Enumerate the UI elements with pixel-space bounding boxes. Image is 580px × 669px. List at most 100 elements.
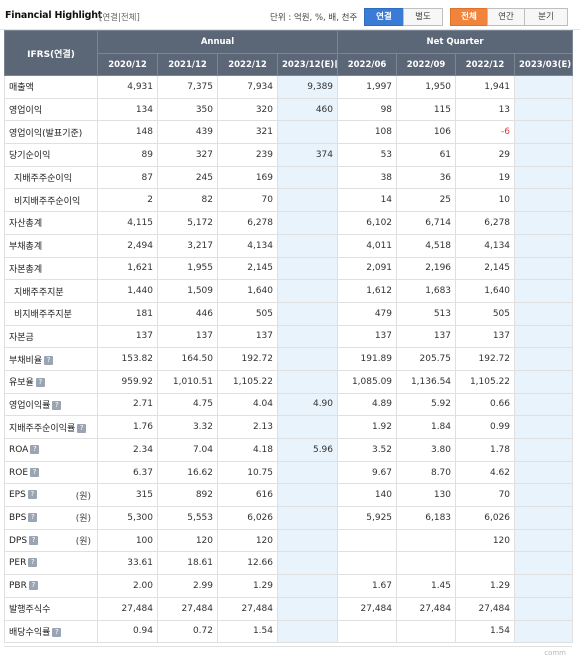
- value-cell: 192.72: [217, 347, 278, 371]
- value-cell: 130: [396, 483, 457, 508]
- row-label: PER: [9, 558, 27, 569]
- value-cell: 3.80: [396, 438, 457, 462]
- table-row: ROE? 6.37 16.62 10.75 9.67 8.70 4.62: [4, 460, 574, 485]
- value-cell: 374: [276, 143, 339, 167]
- value-cell: [276, 506, 339, 530]
- value-cell: 9,389: [276, 75, 339, 99]
- column-header: 2022/09: [396, 53, 457, 76]
- value-cell: 3.52: [337, 438, 398, 462]
- value-cell: 2.71: [97, 392, 158, 417]
- row-label-cell: 지배주주순이익: [4, 165, 98, 190]
- consolidated-button[interactable]: 연결: [364, 8, 404, 26]
- column-header-label: 2021/12: [168, 59, 207, 70]
- value-cell: 1.76: [97, 415, 158, 439]
- help-icon[interactable]: ?: [28, 512, 38, 522]
- value-cell: 1,085.09: [337, 369, 398, 394]
- value-cell: 87: [97, 165, 158, 190]
- row-label-cell: 자산총계: [4, 211, 98, 235]
- value-cell: 350: [157, 97, 218, 122]
- section-title: Financial Highlight: [5, 10, 103, 21]
- value-cell: 27,484: [337, 596, 398, 621]
- value-cell: [514, 551, 574, 576]
- value-cell: 1,509: [157, 279, 218, 303]
- column-header: 2022/12: [455, 53, 516, 76]
- table-row: 부채비율? 153.82 164.50 192.72 191.89 205.75 192.7…: [4, 347, 574, 371]
- help-icon[interactable]: ?: [35, 378, 45, 388]
- row-label-cell: 매출액: [4, 75, 98, 99]
- value-cell: 1.67: [337, 574, 398, 598]
- row-label: 자본금: [9, 332, 34, 343]
- value-cell: [514, 97, 574, 122]
- help-icon[interactable]: ?: [28, 580, 38, 590]
- table-row: 비지배주주순이익 2 82 70 14 25 10: [4, 188, 574, 213]
- value-cell: [396, 551, 457, 576]
- help-icon[interactable]: ?: [52, 400, 62, 410]
- table-row: 비지배주주지분 181 446 505 479 513 505: [4, 301, 574, 326]
- value-cell: 137: [337, 324, 398, 349]
- estimate-help-icon[interactable]: ?: [335, 59, 337, 68]
- value-cell: 4,518: [396, 233, 457, 258]
- help-icon[interactable]: ?: [28, 558, 38, 568]
- value-cell: [514, 120, 574, 145]
- help-icon[interactable]: ?: [77, 423, 87, 433]
- separate-button[interactable]: 별도: [403, 8, 443, 26]
- value-cell: [337, 551, 398, 576]
- value-cell: [514, 233, 574, 258]
- value-cell: 2,091: [337, 256, 398, 281]
- value-cell: [396, 619, 457, 644]
- value-cell: 1,640: [455, 279, 516, 303]
- value-cell: 4.04: [217, 392, 278, 417]
- help-icon[interactable]: ?: [44, 355, 54, 365]
- value-cell: 2.34: [97, 438, 158, 462]
- value-cell: 36: [396, 165, 457, 190]
- help-icon[interactable]: ?: [30, 444, 40, 454]
- annual-button[interactable]: 연간: [487, 8, 525, 26]
- value-cell: 82: [157, 188, 218, 213]
- row-label: 매출액: [9, 83, 34, 94]
- value-cell: 505: [217, 301, 278, 326]
- value-cell: 1,440: [97, 279, 158, 303]
- value-cell: [276, 483, 339, 508]
- column-header: 2022/12: [217, 53, 278, 76]
- quarter-button[interactable]: 분기: [524, 8, 568, 26]
- value-cell: 10: [455, 188, 516, 213]
- value-cell: 505: [455, 301, 516, 326]
- value-cell: 0.99: [455, 415, 516, 439]
- value-cell: 140: [337, 483, 398, 508]
- value-cell: 19: [455, 165, 516, 190]
- value-cell: 2,145: [455, 256, 516, 281]
- value-cell: [276, 574, 339, 598]
- all-period-button[interactable]: 전체: [450, 8, 488, 26]
- value-cell: 1.54: [455, 619, 516, 644]
- row-label-cell: 배당수익률?: [4, 619, 98, 644]
- column-header-label: 2022/09: [406, 59, 446, 70]
- value-cell: 14: [337, 188, 398, 213]
- row-label-cell: 부채총계: [4, 233, 98, 258]
- row-label: ROA: [9, 444, 29, 455]
- value-cell: 460: [276, 97, 339, 122]
- value-cell: 5.92: [396, 392, 457, 417]
- value-cell: 315: [97, 483, 158, 508]
- value-cell: 3.32: [157, 415, 218, 439]
- help-icon[interactable]: ?: [29, 535, 39, 545]
- value-cell: 53: [337, 143, 398, 167]
- column-header: 2023/03(E)?: [514, 53, 574, 76]
- row-label: ROE: [9, 467, 29, 478]
- table-footer: comm: [4, 646, 572, 660]
- help-icon[interactable]: ?: [27, 490, 37, 500]
- value-cell: 7.04: [157, 438, 218, 462]
- value-cell: 16.62: [157, 460, 218, 485]
- help-icon[interactable]: ?: [52, 627, 62, 637]
- row-label: 유보율: [9, 378, 34, 389]
- row-label: 비지배주주지분: [14, 310, 72, 321]
- value-cell: 4,931: [97, 75, 158, 99]
- value-cell: 4,134: [217, 233, 278, 258]
- help-icon[interactable]: ?: [30, 467, 40, 477]
- value-cell: 137: [455, 324, 516, 349]
- value-cell: 1,683: [396, 279, 457, 303]
- table-row: 유보율? 959.92 1,010.51 1,105.22 1,085.09 1,136.…: [4, 369, 574, 394]
- value-cell: 1.54: [217, 619, 278, 644]
- value-cell: 18.61: [157, 551, 218, 576]
- row-label: 지배주주순이익: [14, 174, 72, 185]
- value-cell: 2.13: [217, 415, 278, 439]
